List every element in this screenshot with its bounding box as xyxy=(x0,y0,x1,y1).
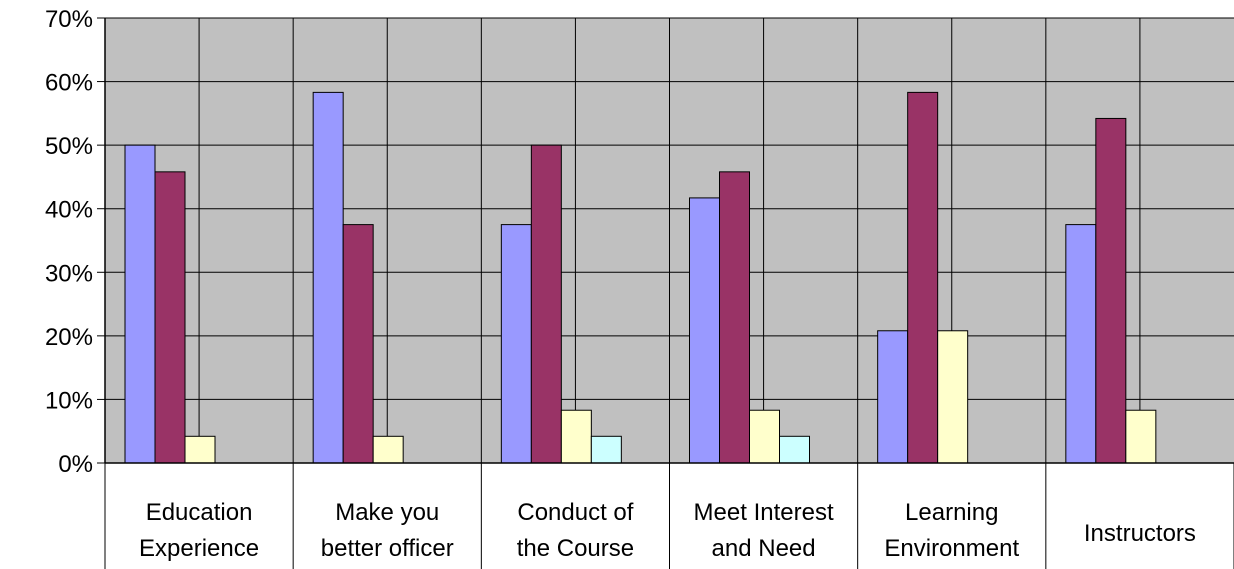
bar xyxy=(1065,224,1097,464)
bar xyxy=(312,91,344,464)
category-label: Education xyxy=(146,499,253,526)
category-label: Learning xyxy=(905,499,998,526)
category-label: better officer xyxy=(321,535,454,562)
bar xyxy=(877,330,909,464)
bar xyxy=(590,435,622,464)
bar xyxy=(530,144,562,464)
y-tick-label: 30% xyxy=(45,260,93,287)
category-label: Meet Interest xyxy=(694,499,834,526)
category-label: and Need xyxy=(712,535,816,562)
gridlines xyxy=(105,17,1234,463)
bar xyxy=(1125,409,1157,464)
bar xyxy=(372,435,404,464)
bar xyxy=(749,409,780,464)
category-label: Conduct of xyxy=(517,499,633,526)
axes xyxy=(97,17,1234,569)
y-tick-label: 50% xyxy=(45,133,93,160)
category-label: Make you xyxy=(335,499,439,526)
y-tick-label: 60% xyxy=(45,70,93,97)
bar xyxy=(779,435,810,464)
bar xyxy=(154,171,186,464)
bar xyxy=(124,144,156,464)
y-tick-label: 70% xyxy=(45,6,93,33)
category-label: Experience xyxy=(139,535,259,562)
bar xyxy=(937,330,969,464)
y-tick-labels: 0% 10% 20% 30% 40% 50% 60% 70% xyxy=(45,6,93,478)
y-tick-label: 0% xyxy=(58,451,93,478)
bar xyxy=(907,91,939,464)
bar xyxy=(184,435,216,464)
bar xyxy=(689,197,720,464)
category-label: Instructors xyxy=(1084,520,1196,547)
bars xyxy=(124,91,1157,464)
y-tick-label: 10% xyxy=(45,387,93,414)
y-tick-label: 40% xyxy=(45,197,93,224)
category-label: the Course xyxy=(517,535,634,562)
bar xyxy=(719,171,750,464)
bar xyxy=(1095,117,1127,464)
category-label: Environment xyxy=(884,535,1019,562)
bar xyxy=(500,224,532,464)
category-labels: Education Experience Make you better office… xyxy=(139,499,1196,562)
bar xyxy=(560,409,592,464)
bar xyxy=(342,224,374,464)
y-tick-label: 20% xyxy=(45,324,93,351)
